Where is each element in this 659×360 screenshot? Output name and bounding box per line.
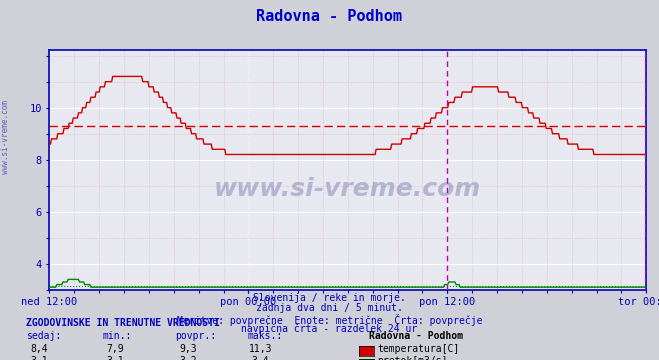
- Text: min.:: min.:: [102, 331, 132, 341]
- Text: www.si-vreme.com: www.si-vreme.com: [214, 177, 481, 201]
- Text: sedaj:: sedaj:: [26, 331, 61, 341]
- Text: pretok[m3/s]: pretok[m3/s]: [378, 356, 448, 360]
- Text: temperatura[C]: temperatura[C]: [378, 344, 460, 354]
- Text: ZGODOVINSKE IN TRENUTNE VREDNOSTI: ZGODOVINSKE IN TRENUTNE VREDNOSTI: [26, 318, 220, 328]
- Text: www.si-vreme.com: www.si-vreme.com: [1, 100, 10, 174]
- Text: zadnja dva dni / 5 minut.: zadnja dva dni / 5 minut.: [256, 303, 403, 314]
- Text: 11,3: 11,3: [248, 344, 272, 354]
- Text: 3,4: 3,4: [252, 356, 269, 360]
- Text: 3,2: 3,2: [179, 356, 196, 360]
- Text: Meritve: povprečne  Enote: metrične  Črta: povprečje: Meritve: povprečne Enote: metrične Črta:…: [177, 314, 482, 325]
- Text: maks.:: maks.:: [247, 331, 282, 341]
- Text: Slovenija / reke in morje.: Slovenija / reke in morje.: [253, 293, 406, 303]
- Text: 8,4: 8,4: [31, 344, 48, 354]
- Text: Radovna - Podhom: Radovna - Podhom: [256, 9, 403, 24]
- Text: navpična črta - razdelek 24 ur: navpična črta - razdelek 24 ur: [241, 324, 418, 334]
- Text: povpr.:: povpr.:: [175, 331, 215, 341]
- Text: 3,1: 3,1: [31, 356, 48, 360]
- Text: 3,1: 3,1: [107, 356, 124, 360]
- Text: 9,3: 9,3: [179, 344, 196, 354]
- Text: Radovna - Podhom: Radovna - Podhom: [369, 331, 463, 341]
- Text: 7,9: 7,9: [107, 344, 124, 354]
